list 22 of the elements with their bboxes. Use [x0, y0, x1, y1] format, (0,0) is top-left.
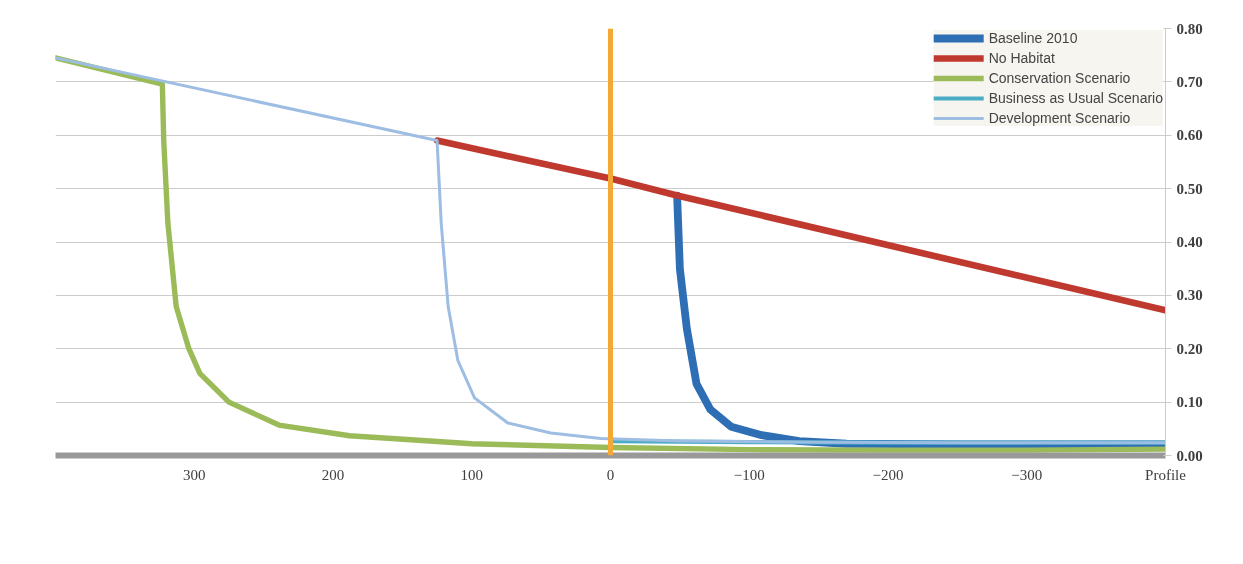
legend-label: Conservation Scenario — [988, 70, 1131, 86]
y-tick-label: 0.40 — [1176, 234, 1203, 250]
x-tick-label: 100 — [460, 466, 483, 483]
legend-label: Business as Usual Scenario — [988, 90, 1163, 106]
x-tick-label: 300 — [183, 466, 206, 483]
y-tick-label: 0.50 — [1176, 180, 1203, 197]
y-tick-label: 0.60 — [1176, 127, 1203, 144]
x-tick-label: −100 — [733, 466, 765, 483]
x-tick-label: 200 — [321, 466, 345, 483]
x-tick-label: −200 — [872, 466, 904, 483]
x-tick-label: Profile — [1145, 466, 1187, 483]
y-tick-label: 0.30 — [1176, 287, 1203, 304]
x-tick-label: 0 — [606, 466, 615, 483]
legend-label: Baseline 2010 — [988, 30, 1078, 46]
y-tick-label: 0.10 — [1176, 394, 1203, 411]
y-tick-label: 0.70 — [1176, 73, 1203, 90]
legend-label: No Habitat — [988, 50, 1055, 66]
legend-label: Development Scenario — [988, 110, 1131, 126]
y-tick-label: 0.00 — [1176, 447, 1203, 464]
y-tick-label: 0.80 — [1176, 20, 1203, 37]
x-tick-label: −300 — [1011, 466, 1043, 483]
y-tick-label: 0.20 — [1176, 340, 1203, 357]
